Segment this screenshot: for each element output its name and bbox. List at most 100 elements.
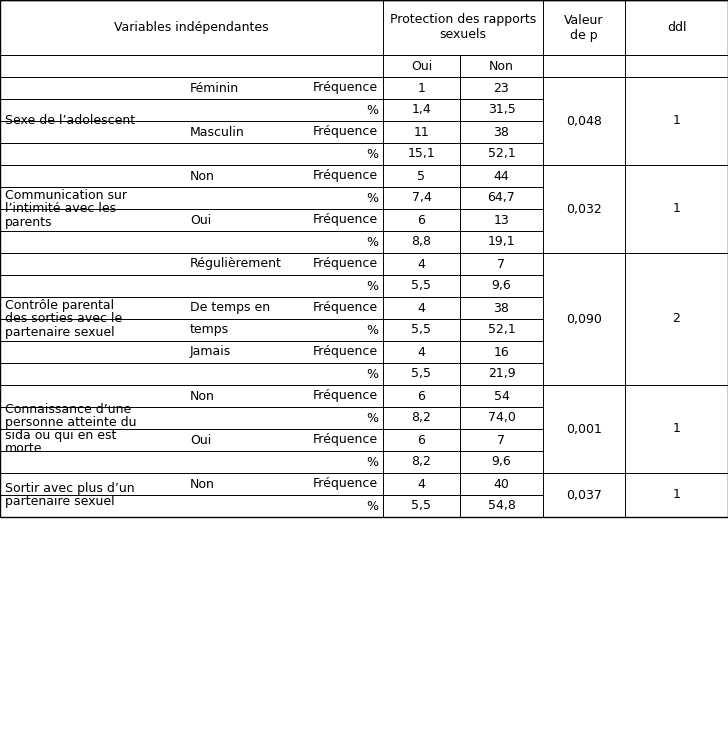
Text: Régulièrement: Régulièrement — [190, 258, 282, 271]
Text: 1: 1 — [418, 81, 425, 95]
Text: 13: 13 — [494, 214, 510, 227]
Text: parents: parents — [5, 216, 52, 228]
Text: Non: Non — [190, 478, 215, 490]
Text: 5,5: 5,5 — [411, 324, 432, 336]
Text: morte: morte — [5, 442, 42, 455]
Text: %: % — [366, 412, 378, 424]
Text: %: % — [366, 103, 378, 117]
Text: Non: Non — [190, 390, 215, 402]
Text: 7: 7 — [497, 434, 505, 446]
Text: sida ou qui en est: sida ou qui en est — [5, 429, 116, 442]
Text: Communication sur: Communication sur — [5, 189, 127, 203]
Text: Oui: Oui — [190, 434, 211, 446]
Text: %: % — [366, 324, 378, 336]
Text: 64,7: 64,7 — [488, 192, 515, 205]
Text: 31,5: 31,5 — [488, 103, 515, 117]
Text: 4: 4 — [418, 478, 425, 490]
Text: 8,8: 8,8 — [411, 236, 432, 249]
Text: 8,2: 8,2 — [411, 412, 432, 424]
Text: 9,6: 9,6 — [491, 456, 511, 468]
Text: 0,032: 0,032 — [566, 203, 602, 216]
Text: Féminin: Féminin — [190, 81, 239, 95]
Text: 1: 1 — [673, 423, 681, 435]
Text: %: % — [366, 192, 378, 205]
Text: 1: 1 — [673, 115, 681, 128]
Text: 40: 40 — [494, 478, 510, 490]
Text: Protection des rapports
sexuels: Protection des rapports sexuels — [390, 13, 536, 42]
Text: Fréquence: Fréquence — [313, 170, 378, 183]
Text: 0,001: 0,001 — [566, 423, 602, 435]
Text: Fréquence: Fréquence — [313, 478, 378, 490]
Text: 74,0: 74,0 — [488, 412, 515, 424]
Text: 7: 7 — [497, 258, 505, 271]
Text: 54: 54 — [494, 390, 510, 402]
Text: 8,2: 8,2 — [411, 456, 432, 468]
Text: 5,5: 5,5 — [411, 368, 432, 380]
Text: 15,1: 15,1 — [408, 148, 435, 161]
Text: personne atteinte du: personne atteinte du — [5, 416, 137, 429]
Text: 9,6: 9,6 — [491, 280, 511, 293]
Text: %: % — [366, 368, 378, 380]
Text: Non: Non — [190, 170, 215, 183]
Text: 38: 38 — [494, 126, 510, 139]
Text: 54,8: 54,8 — [488, 500, 515, 512]
Text: Oui: Oui — [190, 214, 211, 227]
Text: Fréquence: Fréquence — [313, 126, 378, 139]
Text: 52,1: 52,1 — [488, 148, 515, 161]
Text: Fréquence: Fréquence — [313, 81, 378, 95]
Text: %: % — [366, 456, 378, 468]
Text: temps: temps — [190, 324, 229, 336]
Text: Fréquence: Fréquence — [313, 390, 378, 402]
Text: 16: 16 — [494, 346, 510, 358]
Text: 0,090: 0,090 — [566, 313, 602, 325]
Text: Sexe de l’adolescent: Sexe de l’adolescent — [5, 115, 135, 128]
Text: Fréquence: Fréquence — [313, 434, 378, 446]
Text: 2: 2 — [673, 313, 681, 325]
Text: 38: 38 — [494, 302, 510, 314]
Text: 7,4: 7,4 — [411, 192, 432, 205]
Text: 6: 6 — [418, 434, 425, 446]
Text: 4: 4 — [418, 346, 425, 358]
Text: Variables indépendantes: Variables indépendantes — [114, 21, 269, 34]
Text: 0,048: 0,048 — [566, 115, 602, 128]
Text: partenaire sexuel: partenaire sexuel — [5, 326, 114, 338]
Text: 6: 6 — [418, 214, 425, 227]
Text: ddl: ddl — [667, 21, 687, 34]
Text: 5: 5 — [417, 170, 425, 183]
Text: %: % — [366, 500, 378, 512]
Text: Fréquence: Fréquence — [313, 214, 378, 227]
Text: 4: 4 — [418, 258, 425, 271]
Text: des sorties avec le: des sorties avec le — [5, 313, 122, 325]
Text: 21,9: 21,9 — [488, 368, 515, 380]
Text: %: % — [366, 280, 378, 293]
Text: 0,037: 0,037 — [566, 489, 602, 501]
Text: Valeur
de p: Valeur de p — [564, 13, 604, 42]
Text: Jamais: Jamais — [190, 346, 232, 358]
Text: Connaissance d’une: Connaissance d’une — [5, 403, 131, 416]
Text: 1,4: 1,4 — [411, 103, 432, 117]
Text: 6: 6 — [418, 390, 425, 402]
Text: l’intimité avec les: l’intimité avec les — [5, 203, 116, 216]
Text: 1: 1 — [673, 489, 681, 501]
Text: 11: 11 — [414, 126, 430, 139]
Text: 4: 4 — [418, 302, 425, 314]
Text: Contrôle parental: Contrôle parental — [5, 299, 114, 313]
Text: 23: 23 — [494, 81, 510, 95]
Text: 19,1: 19,1 — [488, 236, 515, 249]
Text: Masculin: Masculin — [190, 126, 245, 139]
Text: Fréquence: Fréquence — [313, 302, 378, 314]
Text: Oui: Oui — [411, 59, 432, 73]
Text: 1: 1 — [673, 203, 681, 216]
Text: Sortir avec plus d’un: Sortir avec plus d’un — [5, 482, 135, 495]
Text: 5,5: 5,5 — [411, 500, 432, 512]
Text: De temps en: De temps en — [190, 302, 270, 314]
Text: %: % — [366, 148, 378, 161]
Text: 52,1: 52,1 — [488, 324, 515, 336]
Text: Fréquence: Fréquence — [313, 258, 378, 271]
Text: 44: 44 — [494, 170, 510, 183]
Text: Non: Non — [489, 59, 514, 73]
Text: 5,5: 5,5 — [411, 280, 432, 293]
Text: Fréquence: Fréquence — [313, 346, 378, 358]
Text: %: % — [366, 236, 378, 249]
Text: partenaire sexuel: partenaire sexuel — [5, 495, 114, 508]
